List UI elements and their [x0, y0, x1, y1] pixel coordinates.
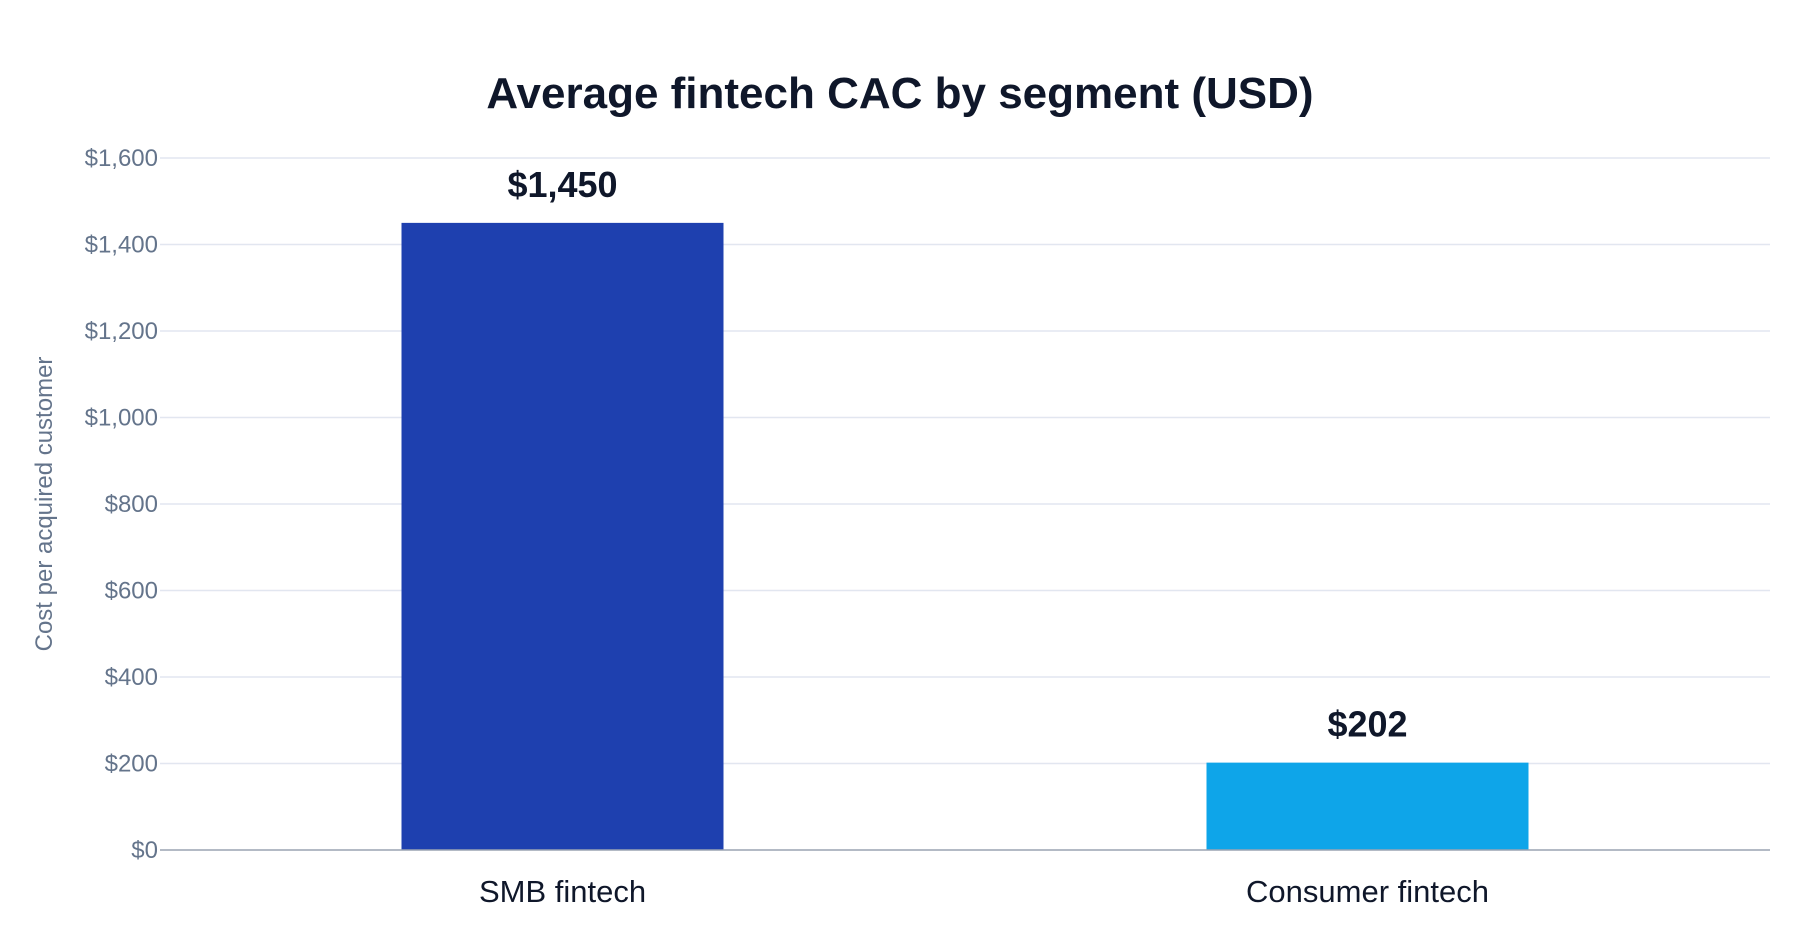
- y-tick-label: $200: [105, 751, 158, 778]
- y-axis-ticks: $0 $200 $400 $600 $800 $1,000 $1,200 $1,400 $1,6…: [85, 145, 158, 864]
- bar: [1206, 762, 1529, 850]
- bar: [401, 222, 724, 850]
- x-tick-label: Consumer fintech: [1246, 874, 1489, 909]
- y-tick-label: $400: [105, 664, 158, 691]
- y-tick-label: $0: [131, 837, 158, 864]
- data-label: $1,450: [507, 164, 617, 205]
- data-labels: $1,450 $202: [507, 164, 1407, 745]
- y-tick-label: $800: [105, 491, 158, 518]
- y-axis-label: Cost per acquired customer: [31, 357, 58, 652]
- chart-title: Average fintech CAC by segment (USD): [486, 69, 1313, 118]
- y-tick-label: $1,000: [85, 405, 158, 432]
- y-tick-label: $1,400: [85, 232, 158, 259]
- y-tick-label: $1,600: [85, 145, 158, 172]
- x-axis-ticks: SMB fintech Consumer fintech: [479, 874, 1489, 909]
- data-label: $202: [1327, 704, 1407, 745]
- bars: [401, 222, 1529, 850]
- y-tick-label: $1,200: [85, 318, 158, 345]
- y-tick-label: $600: [105, 578, 158, 605]
- x-tick-label: SMB fintech: [479, 874, 646, 909]
